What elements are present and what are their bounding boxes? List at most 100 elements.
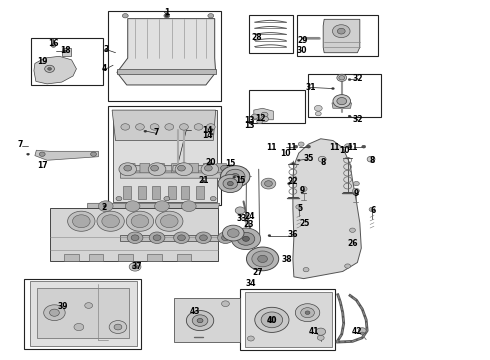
Text: 15: 15	[235, 176, 245, 185]
Circle shape	[49, 309, 59, 316]
Bar	[62, 48, 71, 56]
Bar	[308, 74, 381, 117]
Circle shape	[258, 255, 268, 262]
Circle shape	[175, 163, 193, 176]
Circle shape	[196, 232, 211, 243]
Circle shape	[247, 336, 254, 341]
Circle shape	[298, 142, 304, 146]
Polygon shape	[37, 288, 129, 338]
Circle shape	[103, 205, 106, 207]
Circle shape	[252, 251, 273, 267]
Circle shape	[119, 163, 137, 176]
Circle shape	[125, 201, 140, 212]
Text: 15: 15	[225, 159, 235, 168]
Circle shape	[102, 215, 120, 228]
Bar	[147, 253, 162, 261]
Circle shape	[73, 215, 90, 228]
Text: 28: 28	[251, 33, 262, 42]
Circle shape	[98, 201, 113, 212]
Text: 7: 7	[18, 140, 23, 149]
Circle shape	[221, 301, 229, 307]
Circle shape	[144, 130, 147, 132]
Circle shape	[288, 183, 291, 185]
Circle shape	[131, 235, 139, 240]
Text: 11: 11	[329, 143, 339, 152]
Bar	[181, 186, 189, 199]
Circle shape	[227, 229, 239, 237]
Text: 2: 2	[101, 203, 107, 212]
Circle shape	[116, 197, 122, 201]
Circle shape	[131, 215, 149, 228]
Polygon shape	[88, 203, 220, 209]
Text: 37: 37	[131, 262, 142, 271]
Bar	[108, 107, 220, 205]
Circle shape	[268, 234, 271, 237]
Circle shape	[114, 324, 122, 330]
Circle shape	[197, 319, 203, 323]
Circle shape	[208, 14, 214, 18]
Bar	[176, 253, 191, 261]
Circle shape	[362, 145, 366, 148]
Circle shape	[353, 181, 359, 186]
Circle shape	[104, 49, 107, 51]
Circle shape	[301, 308, 315, 318]
Circle shape	[209, 163, 212, 165]
Polygon shape	[323, 19, 360, 53]
Circle shape	[307, 145, 311, 148]
Text: 11: 11	[267, 143, 277, 152]
Polygon shape	[155, 163, 164, 176]
Bar	[118, 253, 133, 261]
Text: 11: 11	[286, 143, 296, 152]
Circle shape	[348, 78, 351, 81]
Circle shape	[126, 211, 154, 231]
Bar	[64, 253, 79, 261]
Text: 20: 20	[205, 158, 216, 167]
Polygon shape	[293, 139, 361, 279]
Circle shape	[45, 65, 54, 72]
Circle shape	[177, 165, 185, 171]
Text: 9: 9	[353, 189, 359, 198]
Circle shape	[225, 169, 245, 184]
Bar	[139, 186, 147, 199]
Circle shape	[349, 228, 355, 232]
Circle shape	[194, 124, 203, 130]
Bar	[249, 90, 305, 123]
Circle shape	[316, 112, 321, 116]
Circle shape	[239, 214, 242, 216]
Text: 36: 36	[288, 230, 298, 239]
Circle shape	[127, 232, 143, 243]
Circle shape	[164, 197, 170, 201]
Text: 40: 40	[267, 316, 277, 325]
Circle shape	[26, 153, 29, 155]
Polygon shape	[121, 166, 226, 171]
Polygon shape	[121, 173, 226, 178]
Text: 29: 29	[297, 36, 308, 45]
Text: 24: 24	[245, 212, 255, 221]
Circle shape	[150, 124, 159, 130]
Text: 39: 39	[58, 302, 69, 311]
Circle shape	[261, 112, 268, 117]
Text: 14: 14	[203, 131, 213, 140]
Circle shape	[48, 67, 51, 70]
Circle shape	[132, 265, 138, 269]
Polygon shape	[332, 103, 351, 108]
Circle shape	[199, 235, 207, 240]
Polygon shape	[30, 281, 137, 346]
Text: 38: 38	[281, 255, 292, 264]
Circle shape	[153, 235, 161, 240]
Bar	[196, 186, 204, 199]
Circle shape	[296, 205, 302, 209]
Circle shape	[305, 311, 310, 315]
Text: 1: 1	[164, 8, 170, 17]
Circle shape	[39, 152, 45, 156]
Circle shape	[337, 98, 346, 105]
Polygon shape	[121, 234, 240, 241]
Text: 19: 19	[37, 57, 48, 66]
Circle shape	[206, 124, 215, 130]
Circle shape	[165, 13, 168, 15]
Text: 32: 32	[352, 115, 363, 124]
Circle shape	[156, 211, 183, 231]
Bar	[89, 253, 103, 261]
Circle shape	[316, 328, 326, 335]
Circle shape	[360, 332, 364, 335]
